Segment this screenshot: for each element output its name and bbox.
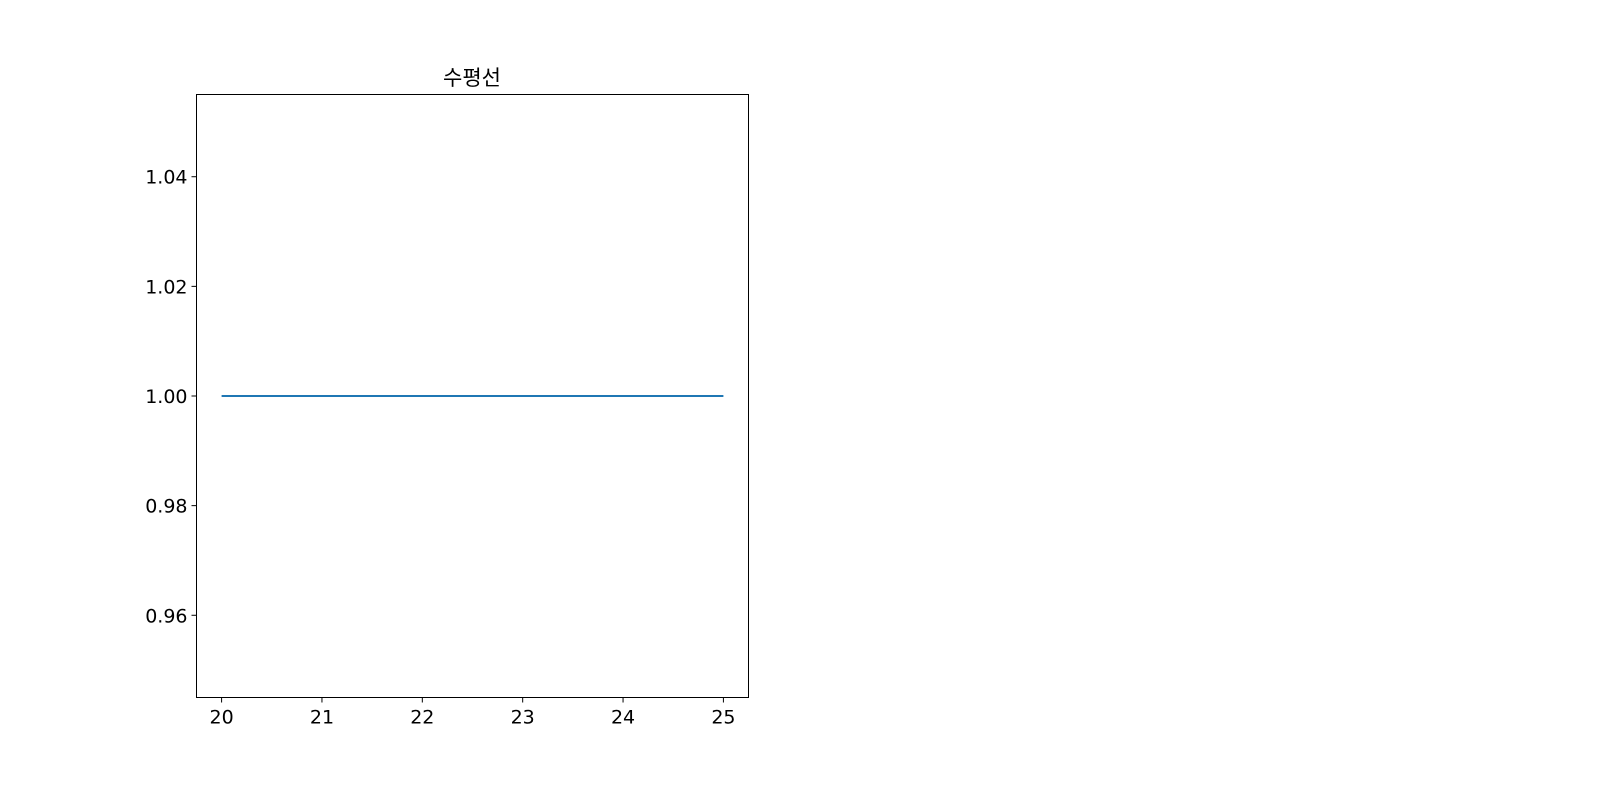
chart-title: 수평선 [443, 66, 501, 90]
y-tick-label: 1.04 [145, 167, 187, 189]
x-tick-label: 20 [209, 707, 233, 729]
x-axis: 20 21 22 23 24 25 [209, 697, 736, 729]
x-tick-label: 21 [310, 707, 334, 729]
x-tick-label: 23 [511, 707, 535, 729]
x-tick-label: 24 [611, 707, 635, 729]
y-axis: 0.96 0.98 1.00 1.02 1.04 [145, 167, 197, 627]
y-tick-label: 1.02 [145, 276, 187, 298]
x-tick-label: 22 [410, 707, 434, 729]
x-tick-label: 25 [711, 707, 735, 729]
y-tick-label: 0.96 [145, 605, 187, 627]
y-tick-label: 0.98 [145, 496, 187, 518]
plot-area [196, 94, 749, 698]
y-tick-label: 1.00 [145, 386, 187, 408]
